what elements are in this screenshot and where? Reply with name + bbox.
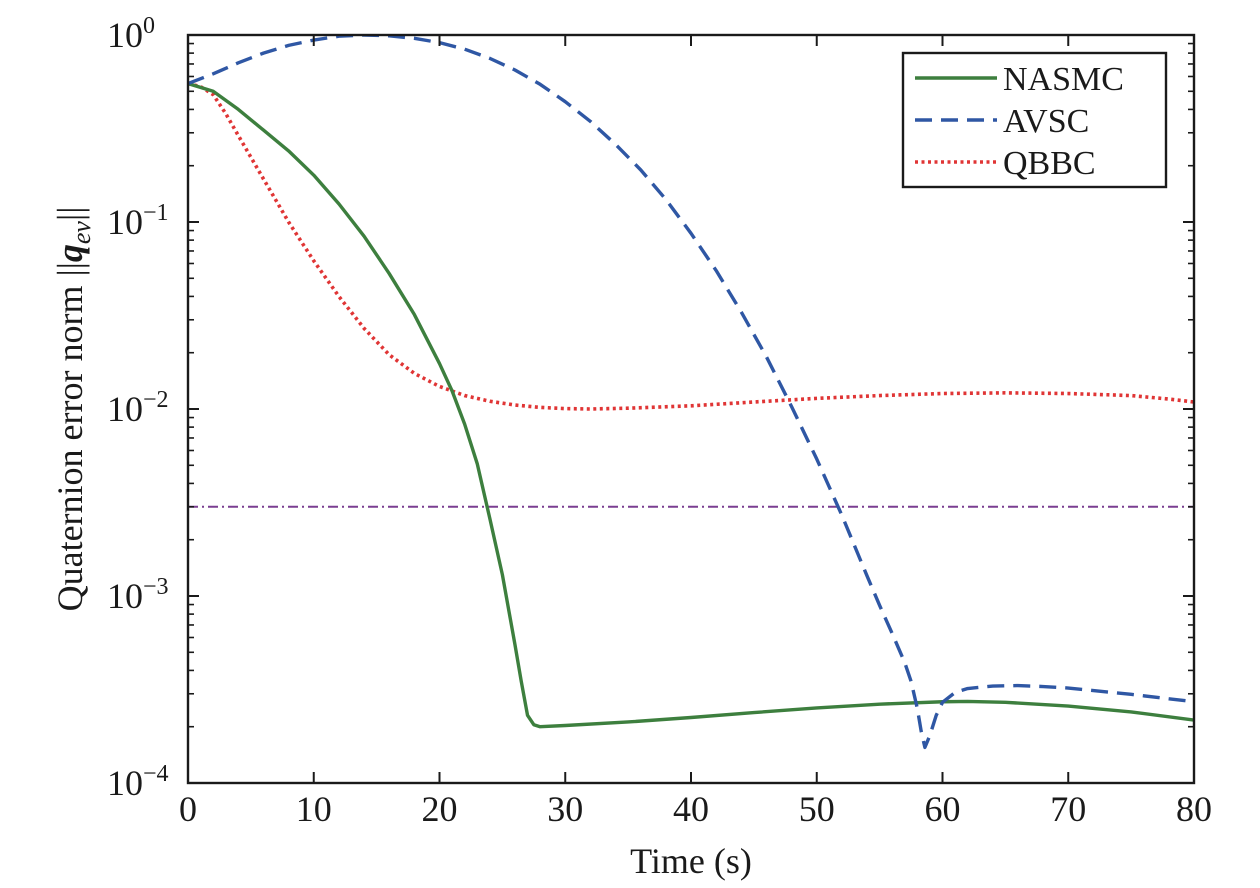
y-tick-label: 100 bbox=[107, 13, 155, 55]
y-axis-title-subscript: ev bbox=[67, 221, 96, 245]
x-tick-label: 20 bbox=[422, 789, 458, 829]
legend-label-qbbc: QBBC bbox=[1003, 145, 1096, 182]
y-tick-label-exponent: −1 bbox=[143, 200, 169, 226]
y-tick-label-base: 10 bbox=[107, 15, 143, 55]
y-tick-label-base: 10 bbox=[107, 763, 143, 803]
y-tick-label: 10−2 bbox=[107, 387, 169, 429]
x-tick-label: 60 bbox=[925, 789, 961, 829]
x-tick-label: 40 bbox=[673, 789, 709, 829]
y-axis-title-symbol: q bbox=[50, 244, 90, 262]
x-tick-label: 10 bbox=[296, 789, 332, 829]
y-tick-label-base: 10 bbox=[107, 576, 143, 616]
y-axis-title: Quaternion error norm ||qev|| bbox=[50, 207, 96, 612]
y-tick-label: 10−3 bbox=[107, 574, 169, 616]
y-tick-label-base: 10 bbox=[107, 202, 143, 242]
y-axis-title-bars-right: || bbox=[50, 207, 90, 221]
series-line-avsc bbox=[188, 35, 1194, 750]
x-tick-label: 30 bbox=[547, 789, 583, 829]
x-tick-label: 80 bbox=[1176, 789, 1212, 829]
y-tick-label: 10−1 bbox=[107, 200, 169, 242]
legend: NASMC AVSC QBBC bbox=[901, 51, 1168, 189]
x-tick-labels: 0 10 20 30 40 50 60 70 80 bbox=[179, 789, 1212, 829]
x-tick-label: 50 bbox=[799, 789, 835, 829]
y-tick-label: 10−4 bbox=[107, 761, 169, 803]
tick-marks bbox=[187, 34, 1195, 784]
series-line-nasmc bbox=[188, 81, 1194, 729]
x-axis-title: Time (s) bbox=[630, 841, 752, 881]
series-layer bbox=[188, 35, 1194, 750]
y-tick-label-exponent: −4 bbox=[143, 761, 169, 787]
x-tick-label: 0 bbox=[179, 789, 197, 829]
y-tick-label-exponent: −3 bbox=[143, 574, 169, 600]
x-tick-label: 70 bbox=[1050, 789, 1086, 829]
y-axis-title-bars-left: || bbox=[50, 262, 90, 276]
legend-label-avsc: AVSC bbox=[1003, 103, 1089, 140]
y-tick-label-exponent: 0 bbox=[143, 13, 155, 39]
series-line-qbbc bbox=[188, 81, 1194, 411]
legend-box bbox=[901, 51, 1168, 189]
y-axis-title-prefix: Quaternion error norm bbox=[50, 277, 90, 612]
y-tick-label-base: 10 bbox=[107, 389, 143, 429]
legend-label-nasmc: NASMC bbox=[1003, 61, 1124, 98]
y-tick-label-exponent: −2 bbox=[143, 387, 169, 413]
